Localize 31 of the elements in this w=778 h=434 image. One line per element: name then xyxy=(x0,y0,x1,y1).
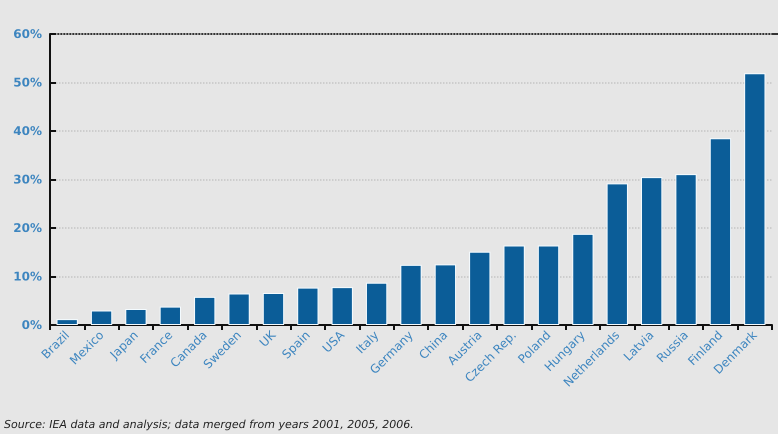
bar xyxy=(538,245,560,325)
bar xyxy=(469,252,490,325)
bar xyxy=(710,138,732,325)
bar xyxy=(675,174,697,325)
x-tick-label: UK xyxy=(256,327,280,350)
bar xyxy=(228,293,250,325)
bar xyxy=(434,264,456,325)
source-note: Source: IEA data and analysis; data merged from years 2001, 2005, 2006. xyxy=(4,418,414,431)
bar xyxy=(503,245,525,325)
y-tick-label: 20% xyxy=(13,221,42,235)
x-tick-label: USA xyxy=(320,327,348,356)
bar xyxy=(744,73,766,325)
bar xyxy=(56,319,78,325)
bar xyxy=(160,306,181,325)
y-tick-label: 10% xyxy=(13,270,42,284)
bar xyxy=(641,177,662,325)
bar xyxy=(572,234,594,325)
y-tick-label: 60% xyxy=(13,27,42,41)
bar xyxy=(366,282,388,325)
bar xyxy=(125,308,147,325)
bar xyxy=(297,288,319,325)
bar xyxy=(606,183,628,325)
y-tick-label: 50% xyxy=(13,76,42,90)
bar xyxy=(90,310,112,325)
bar xyxy=(400,264,422,325)
bar xyxy=(262,292,284,325)
bar xyxy=(332,287,353,325)
bar xyxy=(194,296,216,325)
y-tick-label: 40% xyxy=(13,124,42,138)
y-tick-label: 30% xyxy=(13,172,42,186)
y-tick-label: 0% xyxy=(22,318,42,332)
